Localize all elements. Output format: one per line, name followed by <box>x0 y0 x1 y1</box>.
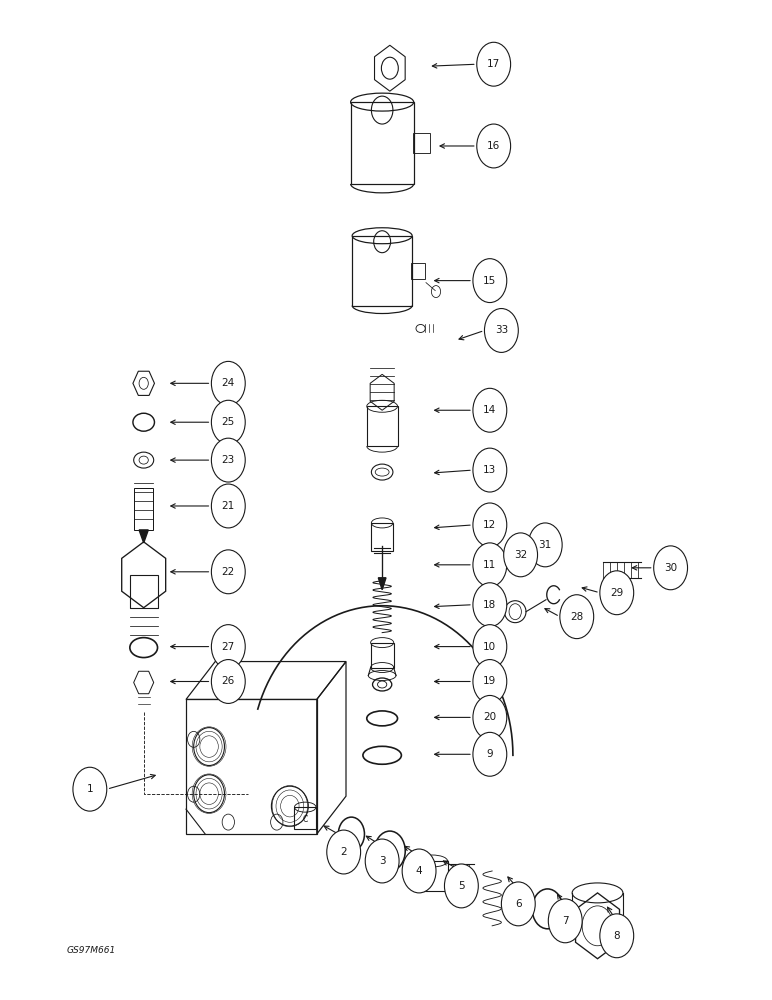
Circle shape <box>365 839 399 883</box>
Text: 21: 21 <box>222 501 235 511</box>
Circle shape <box>473 503 506 547</box>
Text: 25: 25 <box>222 417 235 427</box>
Text: 26: 26 <box>222 676 235 686</box>
Text: 23: 23 <box>222 455 235 465</box>
Bar <box>371 643 394 668</box>
Text: C: C <box>303 815 308 824</box>
Text: 24: 24 <box>222 378 235 388</box>
Text: 18: 18 <box>483 600 496 610</box>
Text: 1: 1 <box>86 784 93 794</box>
Circle shape <box>600 571 634 615</box>
Polygon shape <box>378 578 386 590</box>
Circle shape <box>212 660 245 703</box>
Circle shape <box>473 732 506 776</box>
Text: GS97M661: GS97M661 <box>66 946 116 955</box>
Circle shape <box>473 448 506 492</box>
Circle shape <box>473 583 506 627</box>
Circle shape <box>473 695 506 739</box>
Circle shape <box>503 533 537 577</box>
Circle shape <box>473 259 506 303</box>
Circle shape <box>73 767 107 811</box>
Circle shape <box>560 595 594 639</box>
Circle shape <box>212 484 245 528</box>
Text: 31: 31 <box>539 540 552 550</box>
Circle shape <box>477 42 510 86</box>
Bar <box>186 699 317 834</box>
Polygon shape <box>139 530 148 543</box>
Circle shape <box>473 388 506 432</box>
Circle shape <box>212 400 245 444</box>
Circle shape <box>212 438 245 482</box>
Circle shape <box>473 660 506 703</box>
Text: 30: 30 <box>664 563 677 573</box>
Circle shape <box>212 361 245 405</box>
Text: 8: 8 <box>614 931 620 941</box>
Circle shape <box>445 864 479 908</box>
Text: 4: 4 <box>416 866 422 876</box>
Circle shape <box>654 546 688 590</box>
Text: 15: 15 <box>483 276 496 286</box>
Circle shape <box>501 882 535 926</box>
Bar <box>294 807 316 829</box>
Text: C: C <box>429 869 435 878</box>
Circle shape <box>473 625 506 669</box>
Bar <box>371 523 393 551</box>
Circle shape <box>600 914 634 958</box>
Circle shape <box>473 543 506 587</box>
Text: 6: 6 <box>515 899 522 909</box>
Circle shape <box>212 625 245 669</box>
Text: 7: 7 <box>562 916 568 926</box>
Text: 16: 16 <box>487 141 500 151</box>
Text: 14: 14 <box>483 405 496 415</box>
Circle shape <box>485 309 518 352</box>
Circle shape <box>477 124 510 168</box>
Bar <box>130 575 157 608</box>
Circle shape <box>528 523 562 567</box>
Text: 3: 3 <box>379 856 385 866</box>
Text: 5: 5 <box>458 881 465 891</box>
Text: 11: 11 <box>483 560 496 570</box>
Circle shape <box>327 830 361 874</box>
Circle shape <box>548 899 582 943</box>
Circle shape <box>402 849 436 893</box>
Bar <box>417 861 448 891</box>
Text: 10: 10 <box>483 642 496 652</box>
Bar <box>134 488 153 530</box>
Text: 9: 9 <box>486 749 493 759</box>
Text: 2: 2 <box>340 847 347 857</box>
Text: 32: 32 <box>514 550 527 560</box>
Text: 17: 17 <box>487 59 500 69</box>
Bar <box>413 133 430 153</box>
Text: 33: 33 <box>495 325 508 335</box>
Bar <box>350 102 414 184</box>
Text: 29: 29 <box>610 588 624 598</box>
Text: 28: 28 <box>571 612 584 622</box>
Text: 19: 19 <box>483 676 496 686</box>
Text: 27: 27 <box>222 642 235 652</box>
Text: 22: 22 <box>222 567 235 577</box>
Bar <box>411 263 425 279</box>
Circle shape <box>212 550 245 594</box>
Bar <box>367 406 398 446</box>
Text: 13: 13 <box>483 465 496 475</box>
Text: 20: 20 <box>483 712 496 722</box>
Text: 12: 12 <box>483 520 496 530</box>
Bar <box>352 236 412 306</box>
